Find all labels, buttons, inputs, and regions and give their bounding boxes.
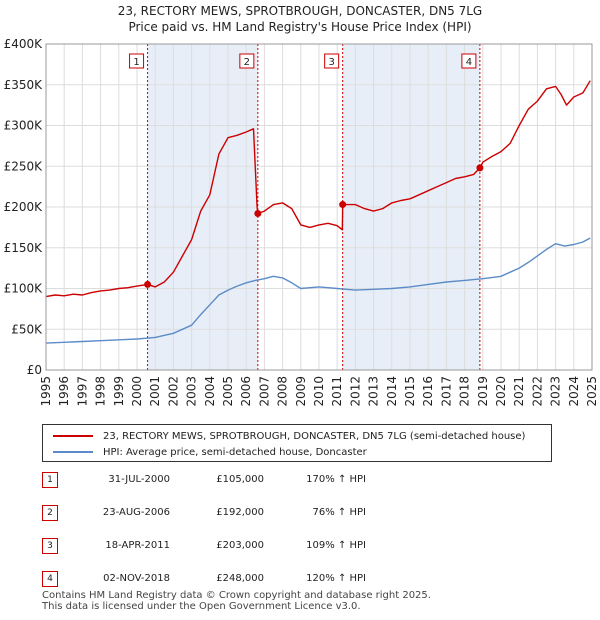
sale-date: 18-APR-2011 xyxy=(105,540,170,551)
x-tick-label: 2014 xyxy=(385,376,399,407)
x-tick-label: 2016 xyxy=(421,376,435,407)
sale-point xyxy=(339,201,347,209)
x-tick-label: 2023 xyxy=(549,376,563,407)
sale-price: £248,000 xyxy=(216,573,264,584)
x-tick-label: 2018 xyxy=(458,376,472,407)
chart-subtitle: Price paid vs. HM Land Registry's House … xyxy=(128,20,472,34)
legend-swatch-red xyxy=(53,435,93,437)
sale-date: 02-NOV-2018 xyxy=(103,573,170,584)
x-tick-label: 1996 xyxy=(57,376,71,407)
sale-label-box xyxy=(324,53,340,69)
sale-hpi-change: 76% ↑ HPI xyxy=(312,507,366,518)
x-tick-label: 2012 xyxy=(348,376,362,407)
x-tick-label: 2000 xyxy=(130,376,144,407)
x-tick-label: 2008 xyxy=(276,376,290,407)
sale-row: 4 02-NOV-2018 £248,000 120% ↑ HPI xyxy=(42,571,582,604)
sale-point xyxy=(254,210,262,218)
x-tick-label: 2017 xyxy=(439,376,453,407)
x-tick-label: 2003 xyxy=(185,376,199,407)
chart-title: 23, RECTORY MEWS, SPROTBROUGH, DONCASTER… xyxy=(117,4,483,18)
x-tick-label: 2002 xyxy=(166,376,180,407)
sale-row: 1 31-JUL-2000 £105,000 170% ↑ HPI xyxy=(42,472,582,505)
x-tick-label: 1998 xyxy=(94,376,108,407)
sale-price: £203,000 xyxy=(216,540,264,551)
footer-line-1: Contains HM Land Registry data © Crown c… xyxy=(42,590,431,601)
sale-date: 23-AUG-2006 xyxy=(102,507,170,518)
y-tick-label: £250K xyxy=(4,159,44,173)
sale-label-text: 1 xyxy=(133,57,139,68)
x-tick-label: 2009 xyxy=(294,376,308,407)
sale-price: £105,000 xyxy=(216,474,264,485)
x-tick-label: 2007 xyxy=(257,376,271,407)
x-tick-label: 2024 xyxy=(567,376,581,407)
x-tick-label: 2010 xyxy=(312,376,326,407)
y-tick-label: £300K xyxy=(4,119,44,133)
x-tick-label: 1999 xyxy=(112,376,126,407)
legend-label-property: 23, RECTORY MEWS, SPROTBROUGH, DONCASTER… xyxy=(103,430,526,442)
x-tick-label: 2022 xyxy=(530,376,544,407)
x-tick-label: 2021 xyxy=(512,376,526,407)
sale-hpi-change: 120% ↑ HPI xyxy=(306,573,366,584)
chart-legend: 23, RECTORY MEWS, SPROTBROUGH, DONCASTER… xyxy=(42,424,552,462)
y-tick-label: £200K xyxy=(4,200,44,214)
sale-hpi-change: 170% ↑ HPI xyxy=(306,474,366,485)
x-tick-label: 2005 xyxy=(221,376,235,407)
x-tick-label: 2015 xyxy=(403,376,417,407)
legend-item-hpi: HPI: Average price, semi-detached house,… xyxy=(53,445,367,459)
footer-attribution: Contains HM Land Registry data © Crown c… xyxy=(42,590,431,612)
y-tick-label: £150K xyxy=(4,241,44,255)
sale-number-badge: 2 xyxy=(42,505,58,521)
sale-label-text: 4 xyxy=(466,57,472,68)
y-tick-label: £350K xyxy=(4,78,44,92)
x-tick-label: 2019 xyxy=(476,376,490,407)
sale-label-text: 2 xyxy=(244,57,250,68)
sale-number-badge: 3 xyxy=(42,538,58,554)
legend-swatch-blue xyxy=(53,451,93,453)
sale-row: 2 23-AUG-2006 £192,000 76% ↑ HPI xyxy=(42,505,582,538)
y-tick-label: £400K xyxy=(4,37,44,51)
sale-number-badge: 1 xyxy=(42,472,58,488)
sale-point xyxy=(144,280,152,288)
x-tick-label: 2020 xyxy=(494,376,508,407)
sale-label-box xyxy=(461,53,477,69)
sale-row: 3 18-APR-2011 £203,000 109% ↑ HPI xyxy=(42,538,582,571)
x-tick-label: 1995 xyxy=(39,376,53,407)
sale-point xyxy=(476,164,484,172)
hpi-line xyxy=(45,237,591,344)
price-chart: 1 2 3 4 £0 £50K £100K £150K £200K £250K £300K £350K… xyxy=(4,37,599,407)
legend-item-property: 23, RECTORY MEWS, SPROTBROUGH, DONCASTER… xyxy=(53,429,525,443)
sale-price: £192,000 xyxy=(216,507,264,518)
x-tick-label: 2001 xyxy=(148,376,162,407)
x-tick-label: 2013 xyxy=(367,376,381,407)
y-tick-label: £0 xyxy=(27,363,42,377)
sale-label-box xyxy=(239,53,255,69)
plot-frame xyxy=(45,43,593,371)
y-tick-label: £100K xyxy=(4,282,44,296)
x-tick-label: 1997 xyxy=(75,376,89,407)
sale-number-badge: 4 xyxy=(42,571,58,587)
footer-line-2: This data is licensed under the Open Gov… xyxy=(42,601,361,612)
sale-date: 31-JUL-2000 xyxy=(108,474,170,485)
legend-label-hpi: HPI: Average price, semi-detached house,… xyxy=(103,446,367,458)
y-tick-label: £50K xyxy=(11,322,43,336)
x-tick-label: 2004 xyxy=(203,376,217,407)
sale-label-text: 3 xyxy=(328,57,334,68)
x-tick-label: 2011 xyxy=(330,376,344,407)
sale-label-box xyxy=(129,53,145,69)
sales-table: 1 31-JUL-2000 £105,000 170% ↑ HPI 2 23-A… xyxy=(42,472,582,604)
x-tick-label: 2025 xyxy=(585,376,599,407)
sale-hpi-change: 109% ↑ HPI xyxy=(306,540,366,551)
x-tick-label: 2006 xyxy=(239,376,253,407)
